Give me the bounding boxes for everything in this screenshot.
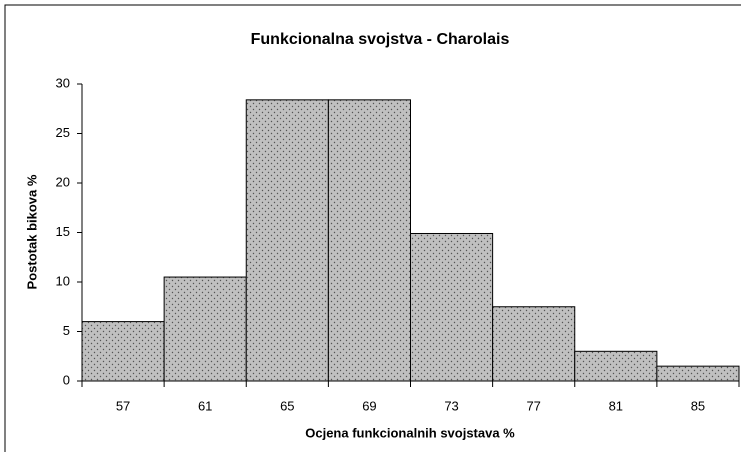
y-tick-label: 25 [56,125,70,140]
x-tick-label: 85 [691,398,705,413]
x-tick-label: 81 [609,398,623,413]
y-tick-label: 10 [56,273,70,288]
bar [81,321,165,382]
chart-border [4,4,741,452]
y-tick-label: 30 [56,75,70,90]
bar [410,232,494,382]
chart-title: Funkcionalna svojstva - Charolais [251,31,510,48]
bar [163,276,247,382]
bar [327,99,411,382]
bar [656,365,740,382]
y-axis-title: Postotak bikova % [24,174,39,289]
y-tick-label: 5 [63,323,70,338]
x-tick-label: 57 [116,398,130,413]
x-tick-label: 69 [362,398,376,413]
x-axis-title: Ocjena funkcionalnih svojstava % [305,425,515,440]
x-tick-label: 65 [280,398,294,413]
bar [574,350,658,382]
x-tick-label: 61 [198,398,212,413]
y-tick-label: 0 [63,372,70,387]
y-tick-label: 15 [56,224,70,239]
y-tick-label: 20 [56,174,70,189]
x-tick-label: 73 [444,398,458,413]
x-tick-label: 77 [526,398,540,413]
bar [245,99,329,382]
bar [492,306,576,382]
